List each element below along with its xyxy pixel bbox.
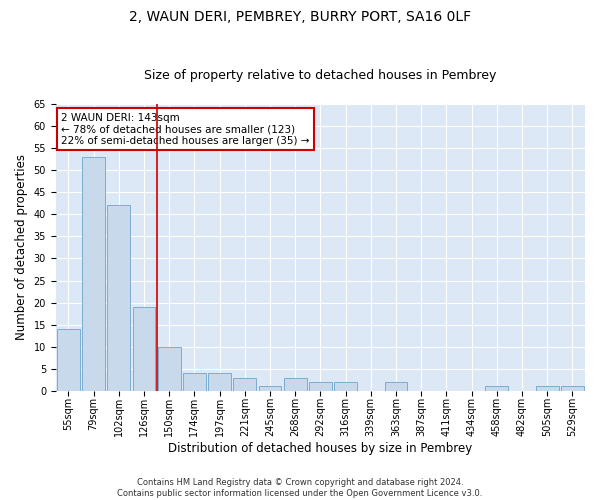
Bar xyxy=(385,382,407,391)
Bar xyxy=(284,378,307,391)
Text: 2, WAUN DERI, PEMBREY, BURRY PORT, SA16 0LF: 2, WAUN DERI, PEMBREY, BURRY PORT, SA16 … xyxy=(129,10,471,24)
Bar xyxy=(57,329,80,391)
Bar xyxy=(208,373,231,391)
Bar xyxy=(309,382,332,391)
X-axis label: Distribution of detached houses by size in Pembrey: Distribution of detached houses by size … xyxy=(168,442,473,455)
Bar xyxy=(107,206,130,391)
Bar xyxy=(561,386,584,391)
Bar xyxy=(233,378,256,391)
Text: Contains HM Land Registry data © Crown copyright and database right 2024.
Contai: Contains HM Land Registry data © Crown c… xyxy=(118,478,482,498)
Bar xyxy=(183,373,206,391)
Bar xyxy=(82,157,105,391)
Bar xyxy=(536,386,559,391)
Y-axis label: Number of detached properties: Number of detached properties xyxy=(15,154,28,340)
Bar xyxy=(485,386,508,391)
Text: 2 WAUN DERI: 143sqm
← 78% of detached houses are smaller (123)
22% of semi-detac: 2 WAUN DERI: 143sqm ← 78% of detached ho… xyxy=(61,112,310,146)
Bar xyxy=(334,382,357,391)
Bar xyxy=(133,307,155,391)
Title: Size of property relative to detached houses in Pembrey: Size of property relative to detached ho… xyxy=(144,69,497,82)
Bar xyxy=(259,386,281,391)
Bar xyxy=(158,346,181,391)
